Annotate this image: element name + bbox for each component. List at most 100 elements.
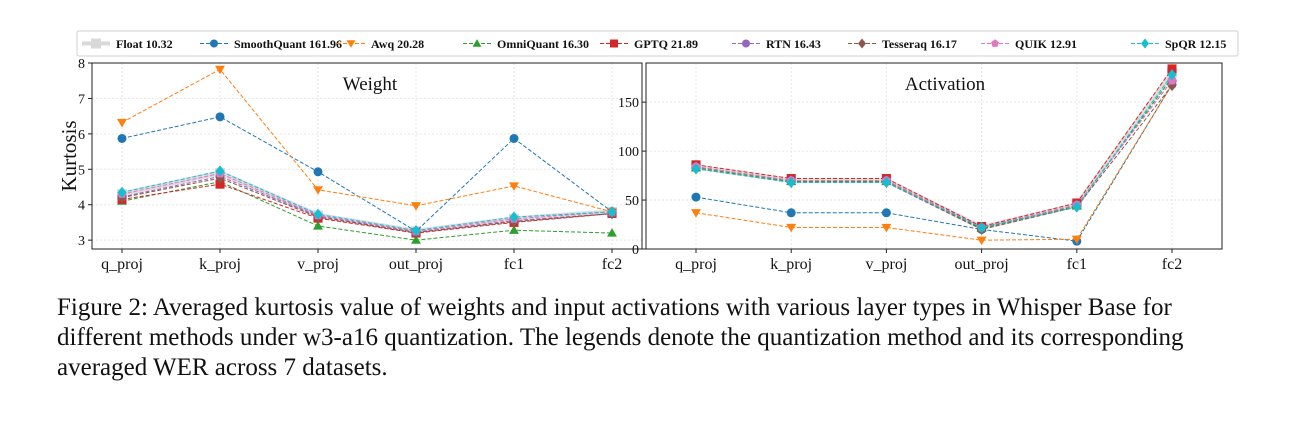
y-tick-label: 4	[78, 199, 85, 214]
data-point-spqr-12-15	[786, 176, 796, 189]
y-tick-label: 6	[78, 128, 85, 143]
data-point-smoothquant-161-96	[691, 192, 701, 202]
series-line-float-10-32	[695, 71, 1175, 230]
series-tesseraq-16-17	[117, 172, 617, 238]
series-line-tesseraq-16-17	[695, 85, 1173, 230]
data-point-omniquant-16-30	[607, 228, 617, 237]
data-point-awq-20-28	[215, 65, 225, 75]
series-line-spqr-12-15	[695, 74, 1173, 228]
x-tick-label: k_proj	[770, 256, 812, 273]
legend-marker-spqr-12-15	[1141, 38, 1149, 49]
data-point-smoothquant-161-96	[881, 208, 891, 218]
plot-frame	[645, 62, 1223, 250]
legend: Float 10.32 SmoothQuant 161.96 Awq 20.28 Om…	[76, 30, 1239, 57]
series-line-quik-12-91	[121, 173, 613, 232]
x-tick-label: q_proj	[101, 256, 143, 273]
x-tick-label: v_proj	[297, 256, 339, 273]
legend-label-quik-12-91: QUIK 12.91	[1015, 37, 1077, 51]
series-line-omniquant-16-30	[121, 181, 613, 241]
legend-marker-tesseraq-16-17	[858, 38, 866, 49]
data-point-omniquant-16-30	[313, 221, 323, 230]
legend-label-tesseraq-16-17: Tesseraq 16.17	[882, 37, 957, 51]
legend-marker-omniquant-16-30	[472, 39, 482, 47]
legend-marker-smoothquant-161-96	[210, 39, 218, 48]
data-point-smoothquant-161-96	[313, 167, 323, 177]
series-spqr-12-15	[117, 165, 617, 237]
data-point-smoothquant-161-96	[117, 133, 127, 143]
x-tick-label: fc2	[602, 256, 622, 273]
series-line-spqr-12-15	[121, 170, 613, 232]
series-line-awq-20-28	[695, 84, 1173, 241]
data-point-smoothquant-161-96	[509, 133, 519, 143]
series-line-awq-20-28	[121, 68, 613, 213]
data-point-awq-20-28	[691, 209, 701, 218]
figure-caption: Figure 2: Averaged kurtosis value of wei…	[57, 294, 1184, 381]
series-line-tesseraq-16-17	[121, 177, 613, 233]
data-point-smoothquant-161-96	[215, 112, 225, 122]
y-axis-label: Kurtosis	[57, 120, 81, 191]
data-point-awq-20-28	[411, 202, 421, 211]
y-tick-label: 5	[78, 163, 85, 178]
series-line-rtn-16-43	[121, 175, 613, 233]
series-line-smoothquant-161-96	[695, 84, 1173, 242]
data-point-awq-20-28	[976, 236, 987, 246]
data-point-awq-20-28	[313, 186, 323, 195]
y-tick-label: 100	[618, 145, 639, 160]
data-point-awq-20-28	[117, 118, 127, 128]
data-point-spqr-12-15	[313, 208, 323, 220]
y-tick-label: 8	[78, 57, 85, 72]
data-point-awq-20-28	[1071, 235, 1082, 245]
activation-panel: 0 50 100 150 q_proj k_proj v_proj out_proj fc1 fc…	[618, 62, 1223, 273]
data-point-omniquant-16-30	[509, 225, 519, 234]
x-tick-label: fc1	[1067, 256, 1087, 273]
y-tick-label: 7	[78, 92, 85, 107]
series-tesseraq-16-17	[691, 79, 1177, 236]
data-point-spqr-12-15	[881, 176, 891, 189]
data-point-gptq-21-89	[1167, 64, 1177, 74]
x-tick-label: out_proj	[389, 256, 443, 273]
data-point-spqr-12-15	[977, 221, 987, 234]
data-point-awq-20-28	[881, 223, 892, 233]
legend-marker-gptq-21-89	[610, 39, 618, 48]
y-tick-label: 150	[618, 96, 639, 111]
legend-marker-rtn-16-43	[742, 39, 750, 48]
x-tick-label: fc1	[504, 256, 524, 273]
series-smoothquant-161-96	[691, 80, 1177, 246]
data-point-awq-20-28	[786, 223, 797, 233]
legend-label-awq-20-28: Awq 20.28	[371, 37, 424, 51]
x-tick-label: k_proj	[199, 256, 241, 273]
series-omniquant-16-30	[117, 176, 617, 244]
series-line-smoothquant-161-96	[121, 116, 613, 232]
series-line-gptq-21-89	[121, 183, 613, 234]
series-gptq-21-89	[117, 179, 617, 238]
y-tick-label: 3	[78, 234, 85, 249]
weight-panel: 3 4 5 6 7 8 q_proj k_proj v_proj out_proj fc1 fc2 We…	[57, 57, 643, 273]
y-tick-label: 50	[625, 194, 639, 209]
legend-label-rtn-16-43: RTN 16.43	[766, 37, 821, 51]
x-tick-label: q_proj	[675, 256, 717, 273]
panel-title: Activation	[905, 74, 986, 95]
plot-frame	[91, 62, 643, 250]
panel-title: Weight	[343, 74, 398, 95]
legend-label-spqr-12-15: SpQR 12.15	[1165, 37, 1226, 51]
data-point-omniquant-16-30	[411, 235, 421, 244]
data-point-spqr-12-15	[691, 163, 701, 175]
data-point-gptq-21-89	[215, 179, 225, 189]
x-tick-label: out_proj	[954, 256, 1008, 273]
data-point-smoothquant-161-96	[786, 208, 796, 218]
y-tick-label: 0	[632, 243, 639, 258]
legend-frame	[76, 30, 1239, 57]
legend-label-float-10-32: Float 10.32	[116, 37, 173, 51]
legend-marker-float-10-32	[91, 38, 101, 49]
data-point-spqr-12-15	[1072, 201, 1082, 213]
data-point-awq-20-28	[509, 182, 519, 191]
data-point-spqr-12-15	[411, 224, 421, 237]
data-point-spqr-12-15	[215, 165, 225, 177]
data-point-spqr-12-15	[607, 206, 617, 218]
x-tick-label: v_proj	[866, 256, 908, 273]
legend-label-smoothquant-161-96: SmoothQuant 161.96	[234, 37, 342, 51]
data-point-spqr-12-15	[1167, 69, 1177, 81]
legend-label-gptq-21-89: GPTQ 21.89	[634, 37, 698, 51]
data-point-spqr-12-15	[117, 186, 127, 198]
legend-marker-quik-12-91	[991, 39, 999, 47]
